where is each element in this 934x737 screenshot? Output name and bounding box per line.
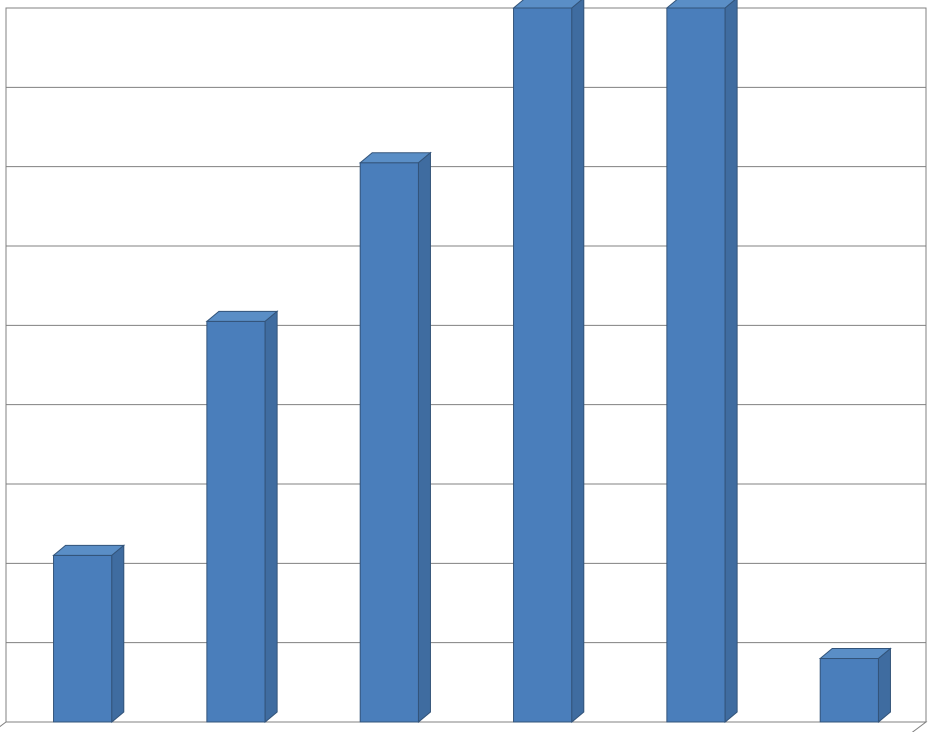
bar bbox=[207, 321, 265, 722]
bar bbox=[360, 163, 418, 722]
bar bbox=[514, 8, 572, 722]
bar-side bbox=[725, 0, 737, 722]
chart-canvas bbox=[0, 0, 934, 732]
bar bbox=[820, 659, 878, 722]
bar-side bbox=[878, 649, 890, 722]
bar bbox=[54, 555, 112, 722]
bar-side bbox=[572, 0, 584, 722]
bar-chart bbox=[0, 0, 934, 732]
chart-floor bbox=[0, 722, 926, 732]
bar-side bbox=[112, 545, 124, 722]
bar-side bbox=[418, 153, 430, 722]
bar-side bbox=[265, 311, 277, 722]
bar bbox=[667, 8, 725, 722]
